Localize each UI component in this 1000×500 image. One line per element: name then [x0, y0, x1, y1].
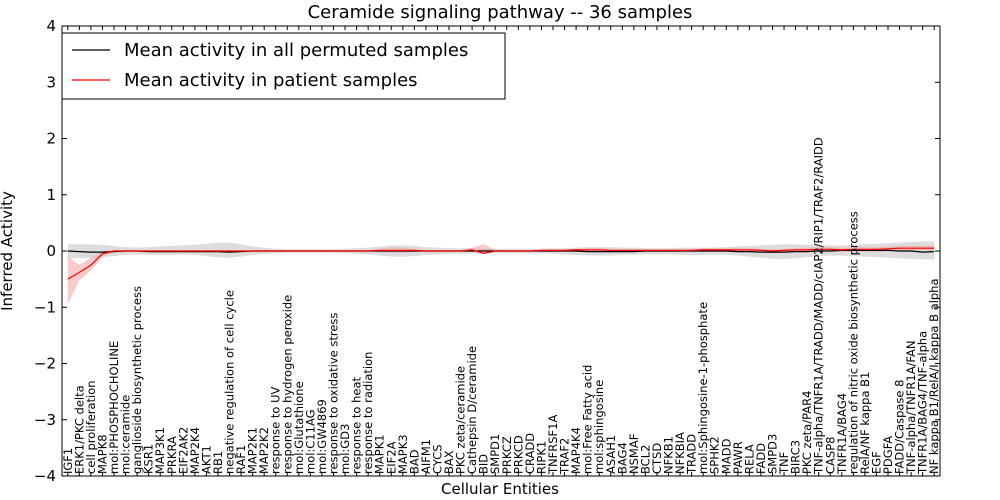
x-category-label: response to UV	[269, 386, 283, 474]
x-category-label: FADD	[754, 443, 768, 474]
x-category-label: MAP2K1	[246, 427, 260, 474]
series-line-1	[67, 247, 935, 280]
x-category-label: BAG4	[615, 442, 629, 474]
x-category-label: SPHK2	[708, 436, 722, 474]
x-axis-label: Cellular Entities	[441, 480, 559, 498]
x-category-label: ASAH1	[604, 435, 618, 474]
x-category-label: regulation of nitric oxide biosynthetic …	[846, 211, 860, 474]
x-category-label: PKC zeta/PAR4	[800, 391, 814, 474]
x-category-label: mol:Sphingosine-1-phosphate	[696, 302, 710, 474]
y-tick-label: 2	[46, 130, 56, 148]
x-category-label: PRKCD	[511, 435, 525, 474]
x-category-label: response to heat	[350, 377, 364, 474]
y-tick-label: −1	[34, 298, 56, 316]
x-category-label: TNF-alpha/TNFR1A/FAN	[904, 341, 918, 475]
x-category-label: mol:PHOSPHOCHOLINE	[107, 341, 121, 474]
x-category-label: CASP8	[823, 437, 837, 474]
x-category-label: TRADD	[685, 434, 699, 475]
x-category-label: EGF	[870, 451, 884, 474]
x-category-label: response to oxidative stress	[327, 313, 341, 474]
x-category-label: NFKBIA	[673, 432, 687, 474]
x-category-label: RAF1	[234, 445, 248, 474]
x-category-label: PRKCZ	[500, 436, 514, 474]
x-category-label: AIFM1	[419, 439, 433, 474]
x-category-label: MAP2K2	[257, 427, 271, 474]
legend-label-patient: Mean activity in patient samples	[124, 70, 418, 91]
x-category-label: response to hydrogen peroxide	[280, 295, 294, 474]
x-category-label: MAP3K1	[153, 427, 167, 474]
x-category-label: MAP2K4	[188, 427, 202, 474]
x-category-label: BAD	[407, 449, 421, 474]
x-category-label: KSR1	[142, 444, 156, 474]
x-category-label: BAX	[442, 450, 456, 474]
x-category-label: FADD/Caspase 8	[893, 380, 907, 474]
x-category-label: MAPK8	[95, 434, 109, 474]
x-category-label: MAPK1	[373, 434, 387, 474]
x-category-label: BIRC3	[789, 440, 803, 474]
x-category-label: TNF	[777, 452, 791, 475]
legend-box	[61, 32, 506, 100]
y-axis-label: Inferred Activity	[0, 191, 16, 311]
x-category-label: BID	[477, 454, 491, 474]
y-tick-label: −4	[34, 467, 56, 485]
x-category-label: ERK1/PKC delta	[72, 385, 86, 474]
x-category-label: RIPK1	[534, 441, 548, 474]
x-category-label: TNF-alpha/TNFR1A/TRADD/MADD/cIAP2/RIP1/T…	[812, 137, 826, 475]
x-category-label: IGF1	[61, 448, 75, 474]
x-category-label: PRKRA	[165, 436, 179, 474]
x-category-label: RELA	[742, 444, 756, 474]
x-category-label: CYCS	[431, 444, 445, 474]
x-category-label: RB1	[211, 451, 225, 474]
x-category-label: TNFR1A/BAG4/TNF-alpha	[916, 331, 930, 475]
x-category-label: CTSD	[650, 443, 664, 474]
x-category-label: PAWR	[731, 441, 745, 474]
y-tick-label: −3	[34, 411, 56, 429]
x-category-label: EIF2AK2	[176, 427, 190, 474]
x-category-label: mol:GD3	[338, 424, 352, 474]
x-category-label: negative regulation of cell cycle	[223, 290, 237, 474]
chart-title: Ceramide signaling pathway -- 36 samples	[308, 2, 693, 23]
x-category-label: TNFRSF1A	[546, 415, 560, 475]
x-category-label: TNFR1A/BAG4	[835, 393, 849, 475]
x-category-label: SMPD3	[766, 434, 780, 474]
x-category-label: BCL2	[638, 445, 652, 474]
x-category-label: mol:GW4869	[315, 399, 329, 474]
series-lines	[67, 247, 935, 280]
x-category-label: RelA/NF kappa B1	[858, 372, 872, 474]
x-category-label: PKC zeta/ceramide	[454, 366, 468, 474]
x-category-label: AKT1	[199, 445, 213, 474]
y-tick-label: 4	[46, 17, 56, 35]
x-category-label: ganglioside biosynthetic process	[130, 286, 144, 474]
x-category-label: mol:Glutathione	[292, 381, 306, 474]
y-axis-ticks: −4 −3 −2 −1 0 1 2 3 4	[34, 17, 940, 485]
x-category-label: mol:ceramide	[119, 395, 133, 474]
legend: Mean activity in all permuted samples Me…	[61, 32, 506, 100]
x-category-label: NF kappa B1/RelA/I kappa B alpha	[927, 278, 941, 474]
x-category-label: mol:sphingosine	[592, 380, 606, 474]
x-category-label: CRADD	[523, 433, 537, 474]
x-category-label: PDGFA	[881, 436, 895, 474]
x-category-label: mol:Free Fatty acid	[581, 365, 595, 474]
x-category-label: TRAF2	[558, 438, 572, 475]
x-category-label: MAP4K4	[569, 427, 583, 474]
x-category-label: response to radiation	[361, 352, 375, 474]
y-tick-label: 0	[46, 242, 56, 260]
x-category-label: NFKB1	[662, 436, 676, 474]
legend-label-permuted: Mean activity in all permuted samples	[124, 40, 468, 61]
y-tick-label: −2	[34, 355, 56, 373]
x-category-label: MAPK3	[396, 434, 410, 474]
x-category-label: Cathepsin D/ceramide	[465, 346, 479, 474]
x-category-label: mol:C11AG	[303, 409, 317, 474]
x-category-label: cell proliferation	[84, 380, 98, 474]
y-tick-label: 1	[46, 186, 56, 204]
x-category-label: SMPD1	[488, 434, 502, 474]
y-tick-label: 3	[46, 73, 56, 91]
x-category-label: MADD	[719, 438, 733, 474]
x-category-label: EIF2A	[384, 441, 398, 474]
x-category-label: NSMAF	[627, 434, 641, 474]
